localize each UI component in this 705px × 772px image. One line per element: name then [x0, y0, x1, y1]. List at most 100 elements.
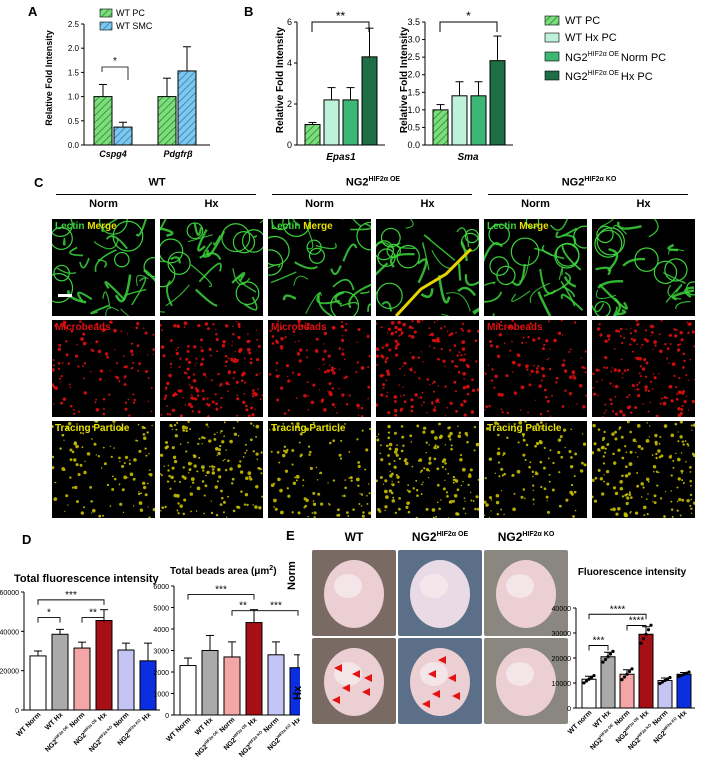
particle [57, 361, 61, 365]
particle [422, 401, 425, 404]
particle [65, 426, 69, 430]
particle [402, 365, 404, 368]
particle [237, 464, 242, 468]
channel-label: Microbeads [271, 322, 327, 333]
particle [686, 499, 690, 503]
particle [517, 363, 521, 367]
particle [522, 336, 525, 339]
particle [169, 487, 172, 490]
micrograph-texture [52, 219, 155, 316]
particle [416, 424, 420, 428]
particle [502, 454, 504, 457]
particle [498, 475, 501, 478]
particle [133, 398, 136, 402]
particle [576, 403, 578, 405]
particle [421, 483, 423, 486]
particle [682, 352, 686, 356]
particle [381, 346, 384, 350]
particle [648, 425, 651, 427]
data-point [627, 669, 632, 674]
particle [497, 447, 500, 450]
particle [613, 347, 616, 350]
particle [454, 365, 457, 368]
particle [385, 495, 389, 499]
particle [437, 385, 440, 387]
particle [364, 469, 366, 471]
particle [676, 509, 679, 512]
particle [633, 385, 636, 388]
particle [394, 346, 398, 350]
particle [271, 342, 275, 345]
bar [245, 622, 263, 716]
particle [76, 344, 78, 346]
particle [296, 352, 301, 356]
particle [311, 512, 314, 514]
particle [279, 510, 284, 515]
particle [621, 376, 624, 379]
particle [338, 387, 340, 390]
particle [358, 414, 360, 416]
micrograph: Microbeads [52, 320, 155, 417]
particle [691, 399, 695, 404]
particle [398, 457, 402, 461]
particle [280, 336, 284, 341]
particle [357, 461, 361, 464]
particle [366, 334, 370, 338]
particle [597, 394, 599, 397]
particle [184, 426, 188, 430]
particle [124, 455, 129, 459]
particle [223, 421, 226, 424]
particle [388, 447, 392, 451]
particle [680, 452, 683, 454]
particle [138, 449, 142, 453]
particle [243, 503, 247, 506]
particle [647, 389, 651, 393]
particle [393, 450, 398, 454]
particle [318, 368, 320, 370]
sig-bracket [588, 645, 609, 651]
particle [348, 394, 351, 397]
particle [99, 377, 102, 381]
particle [160, 413, 163, 416]
photo-column-header: NG2HIF2α OE [411, 530, 469, 544]
particle [592, 372, 595, 376]
particle [670, 474, 673, 477]
particle [634, 356, 636, 359]
particle [681, 498, 685, 502]
particle [164, 394, 168, 398]
particle [503, 472, 506, 476]
particle [202, 372, 207, 376]
vessel [253, 235, 258, 238]
particle [287, 379, 291, 383]
particle [485, 504, 488, 507]
micrograph-texture [484, 219, 587, 316]
particle [599, 477, 603, 481]
vessel [607, 248, 619, 272]
particle [357, 484, 360, 488]
vessel [612, 224, 628, 235]
particle [606, 482, 610, 486]
particle [592, 451, 595, 455]
particle [341, 334, 344, 337]
particle [327, 354, 331, 358]
particle [95, 340, 99, 344]
particle [242, 400, 246, 405]
particle [380, 393, 384, 397]
particle [146, 482, 149, 485]
particle [614, 395, 617, 398]
particle [652, 465, 657, 469]
particle [176, 494, 180, 498]
particle [495, 345, 499, 349]
particle [430, 332, 435, 337]
particle [676, 348, 681, 352]
micrograph-texture [52, 320, 155, 417]
particle [183, 325, 186, 328]
particle [344, 479, 347, 481]
particle [603, 430, 606, 434]
vessel-ring [464, 228, 479, 244]
vessel-ring [376, 282, 403, 310]
particle [490, 510, 492, 512]
particle [149, 473, 153, 477]
particle [173, 423, 177, 427]
particle [237, 322, 241, 326]
